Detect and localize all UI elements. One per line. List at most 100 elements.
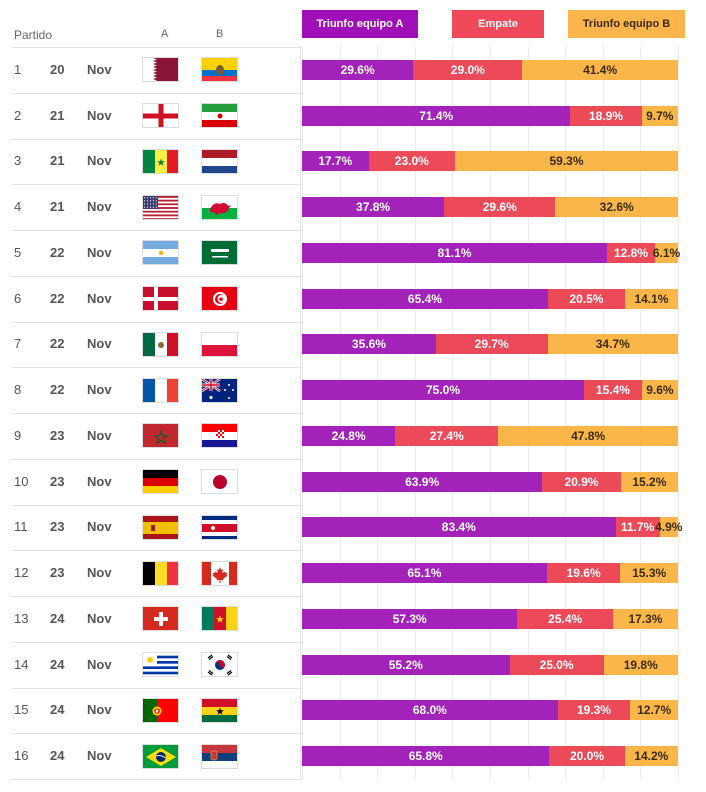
data-label: 35.6%	[351, 337, 386, 352]
stacked-bar[interactable]: 71.4% 18.9% 9.7%	[302, 105, 678, 126]
bar-segment-draw: 20.0%	[549, 746, 625, 767]
match-day: 24	[50, 748, 65, 764]
match-day: 22	[50, 244, 65, 260]
grid-line	[339, 46, 341, 780]
netherlands-flag-icon	[201, 148, 238, 174]
canada-flag-icon	[201, 560, 238, 586]
data-label: 17.3%	[628, 611, 663, 626]
bar-segment-draw: 20.9%	[542, 471, 621, 492]
match-number: 16	[14, 748, 29, 764]
stacked-bar[interactable]: 75.0% 15.4% 9.6%	[302, 380, 678, 401]
bar-segment-draw: 29.7%	[435, 334, 548, 355]
data-label: 23.0%	[394, 154, 429, 169]
data-label: 68.0%	[412, 703, 447, 718]
grid-line	[414, 46, 416, 780]
stacked-bar[interactable]: 81.1% 12.8% 6.1%	[302, 242, 680, 263]
grid-line	[527, 46, 529, 780]
ecuador-flag-icon	[201, 57, 238, 83]
match-number: 13	[14, 610, 29, 626]
england-flag-icon	[142, 103, 179, 129]
data-label: 15.4%	[595, 383, 630, 398]
bar-segment-team-a: 65.1%	[302, 563, 547, 584]
data-label: 9.7%	[646, 108, 674, 123]
bar-segment-draw: 19.3%	[557, 700, 631, 721]
match-month: Nov	[87, 244, 112, 260]
legend-draw[interactable]: Empate	[452, 10, 544, 38]
stacked-bar[interactable]: 29.6% 29.0% 41.4%	[302, 59, 678, 80]
data-label: 32.6%	[599, 200, 634, 215]
data-label: 71.4%	[419, 108, 454, 123]
stacked-bar[interactable]: 68.0% 19.3% 12.7%	[302, 700, 678, 721]
belgium-flag-icon	[142, 560, 179, 586]
row-divider	[12, 458, 302, 460]
data-label: 55.2%	[388, 657, 423, 672]
match-day: 24	[50, 702, 65, 718]
data-label: 29.7%	[474, 337, 509, 352]
iran-flag-icon	[201, 103, 238, 129]
portugal-flag-icon	[142, 697, 179, 723]
stacked-bar[interactable]: 24.8% 27.4% 47.8%	[302, 425, 678, 446]
croatia-flag-icon	[201, 423, 238, 449]
stacked-bar[interactable]: 35.6% 29.7% 34.7%	[302, 334, 678, 355]
row-divider	[12, 184, 302, 186]
data-label: 25.4%	[548, 611, 583, 626]
bar-segment-team-a: 81.1%	[302, 242, 607, 263]
data-label: 37.8%	[356, 200, 391, 215]
bar-segment-draw: 29.0%	[413, 59, 523, 80]
row-divider	[12, 550, 302, 552]
bar-segment-team-a: 24.8%	[302, 425, 396, 446]
stacked-bar[interactable]: 65.4% 20.5% 14.1%	[302, 288, 678, 309]
bar-segment-team-b: 6.1%	[653, 242, 680, 263]
stacked-bar[interactable]: 17.7% 23.0% 59.3%	[302, 151, 678, 172]
row-divider	[12, 275, 302, 277]
bar-segment-team-a: 55.2%	[302, 654, 510, 675]
data-label: 4.9%	[655, 520, 683, 535]
bar-segment-team-b: 14.2%	[624, 746, 678, 767]
match-day: 22	[50, 290, 65, 306]
bar-segment-team-b: 14.1%	[624, 288, 678, 309]
bar-segment-team-b: 17.3%	[612, 608, 678, 629]
data-label: 27.4%	[429, 428, 464, 443]
match-month: Nov	[87, 473, 112, 489]
stacked-bar[interactable]: 55.2% 25.0% 19.8%	[302, 654, 678, 675]
stacked-bar[interactable]: 65.8% 20.0% 14.2%	[302, 746, 678, 767]
data-label: 9.6%	[646, 383, 674, 398]
bar-segment-team-b: 15.2%	[620, 471, 678, 492]
stacked-bar[interactable]: 65.1% 19.6% 15.3%	[302, 563, 678, 584]
grid-line	[640, 46, 642, 780]
wales-flag-icon	[201, 194, 238, 220]
data-label: 12.7%	[637, 703, 672, 718]
match-day: 21	[50, 153, 65, 169]
stacked-bar[interactable]: 83.4% 11.7% 4.9%	[302, 517, 682, 538]
uruguay-flag-icon	[142, 652, 179, 678]
bar-segment-team-a: 17.7%	[302, 151, 369, 172]
data-label: 12.8%	[613, 245, 648, 260]
match-number: 15	[14, 702, 29, 718]
data-label: 65.1%	[407, 566, 442, 581]
legend-team-b[interactable]: Triunfo equipo B	[568, 10, 685, 38]
bar-segment-team-b: 9.6%	[641, 380, 678, 401]
data-label: 19.8%	[623, 657, 658, 672]
match-day: 22	[50, 336, 65, 352]
bar-segment-team-b: 32.6%	[555, 197, 678, 218]
row-divider	[12, 779, 302, 780]
bar-segment-draw: 11.7%	[615, 517, 660, 538]
bar-segment-team-a: 83.4%	[302, 517, 616, 538]
bar-segment-draw: 12.8%	[606, 242, 656, 263]
data-label: 20.5%	[569, 291, 604, 306]
stacked-bar[interactable]: 63.9% 20.9% 15.2%	[302, 471, 678, 492]
legend-team-a[interactable]: Triunfo equipo A	[302, 10, 418, 38]
match-day: 23	[50, 565, 65, 581]
match-number: 4	[14, 199, 22, 215]
data-label: 29.0%	[450, 62, 485, 77]
qatar-flag-icon	[142, 57, 179, 83]
row-divider	[12, 413, 302, 414]
stacked-bar[interactable]: 57.3% 25.4% 17.3%	[302, 608, 678, 629]
stacked-bar[interactable]: 37.8% 29.6% 32.6%	[302, 197, 678, 218]
bar-segment-draw: 19.6%	[546, 563, 621, 584]
row-divider	[12, 596, 302, 597]
bar-segment-team-b: 15.3%	[620, 563, 678, 584]
data-label: 65.8%	[408, 749, 443, 764]
data-label: 65.4%	[407, 291, 442, 306]
row-divider	[12, 687, 302, 689]
